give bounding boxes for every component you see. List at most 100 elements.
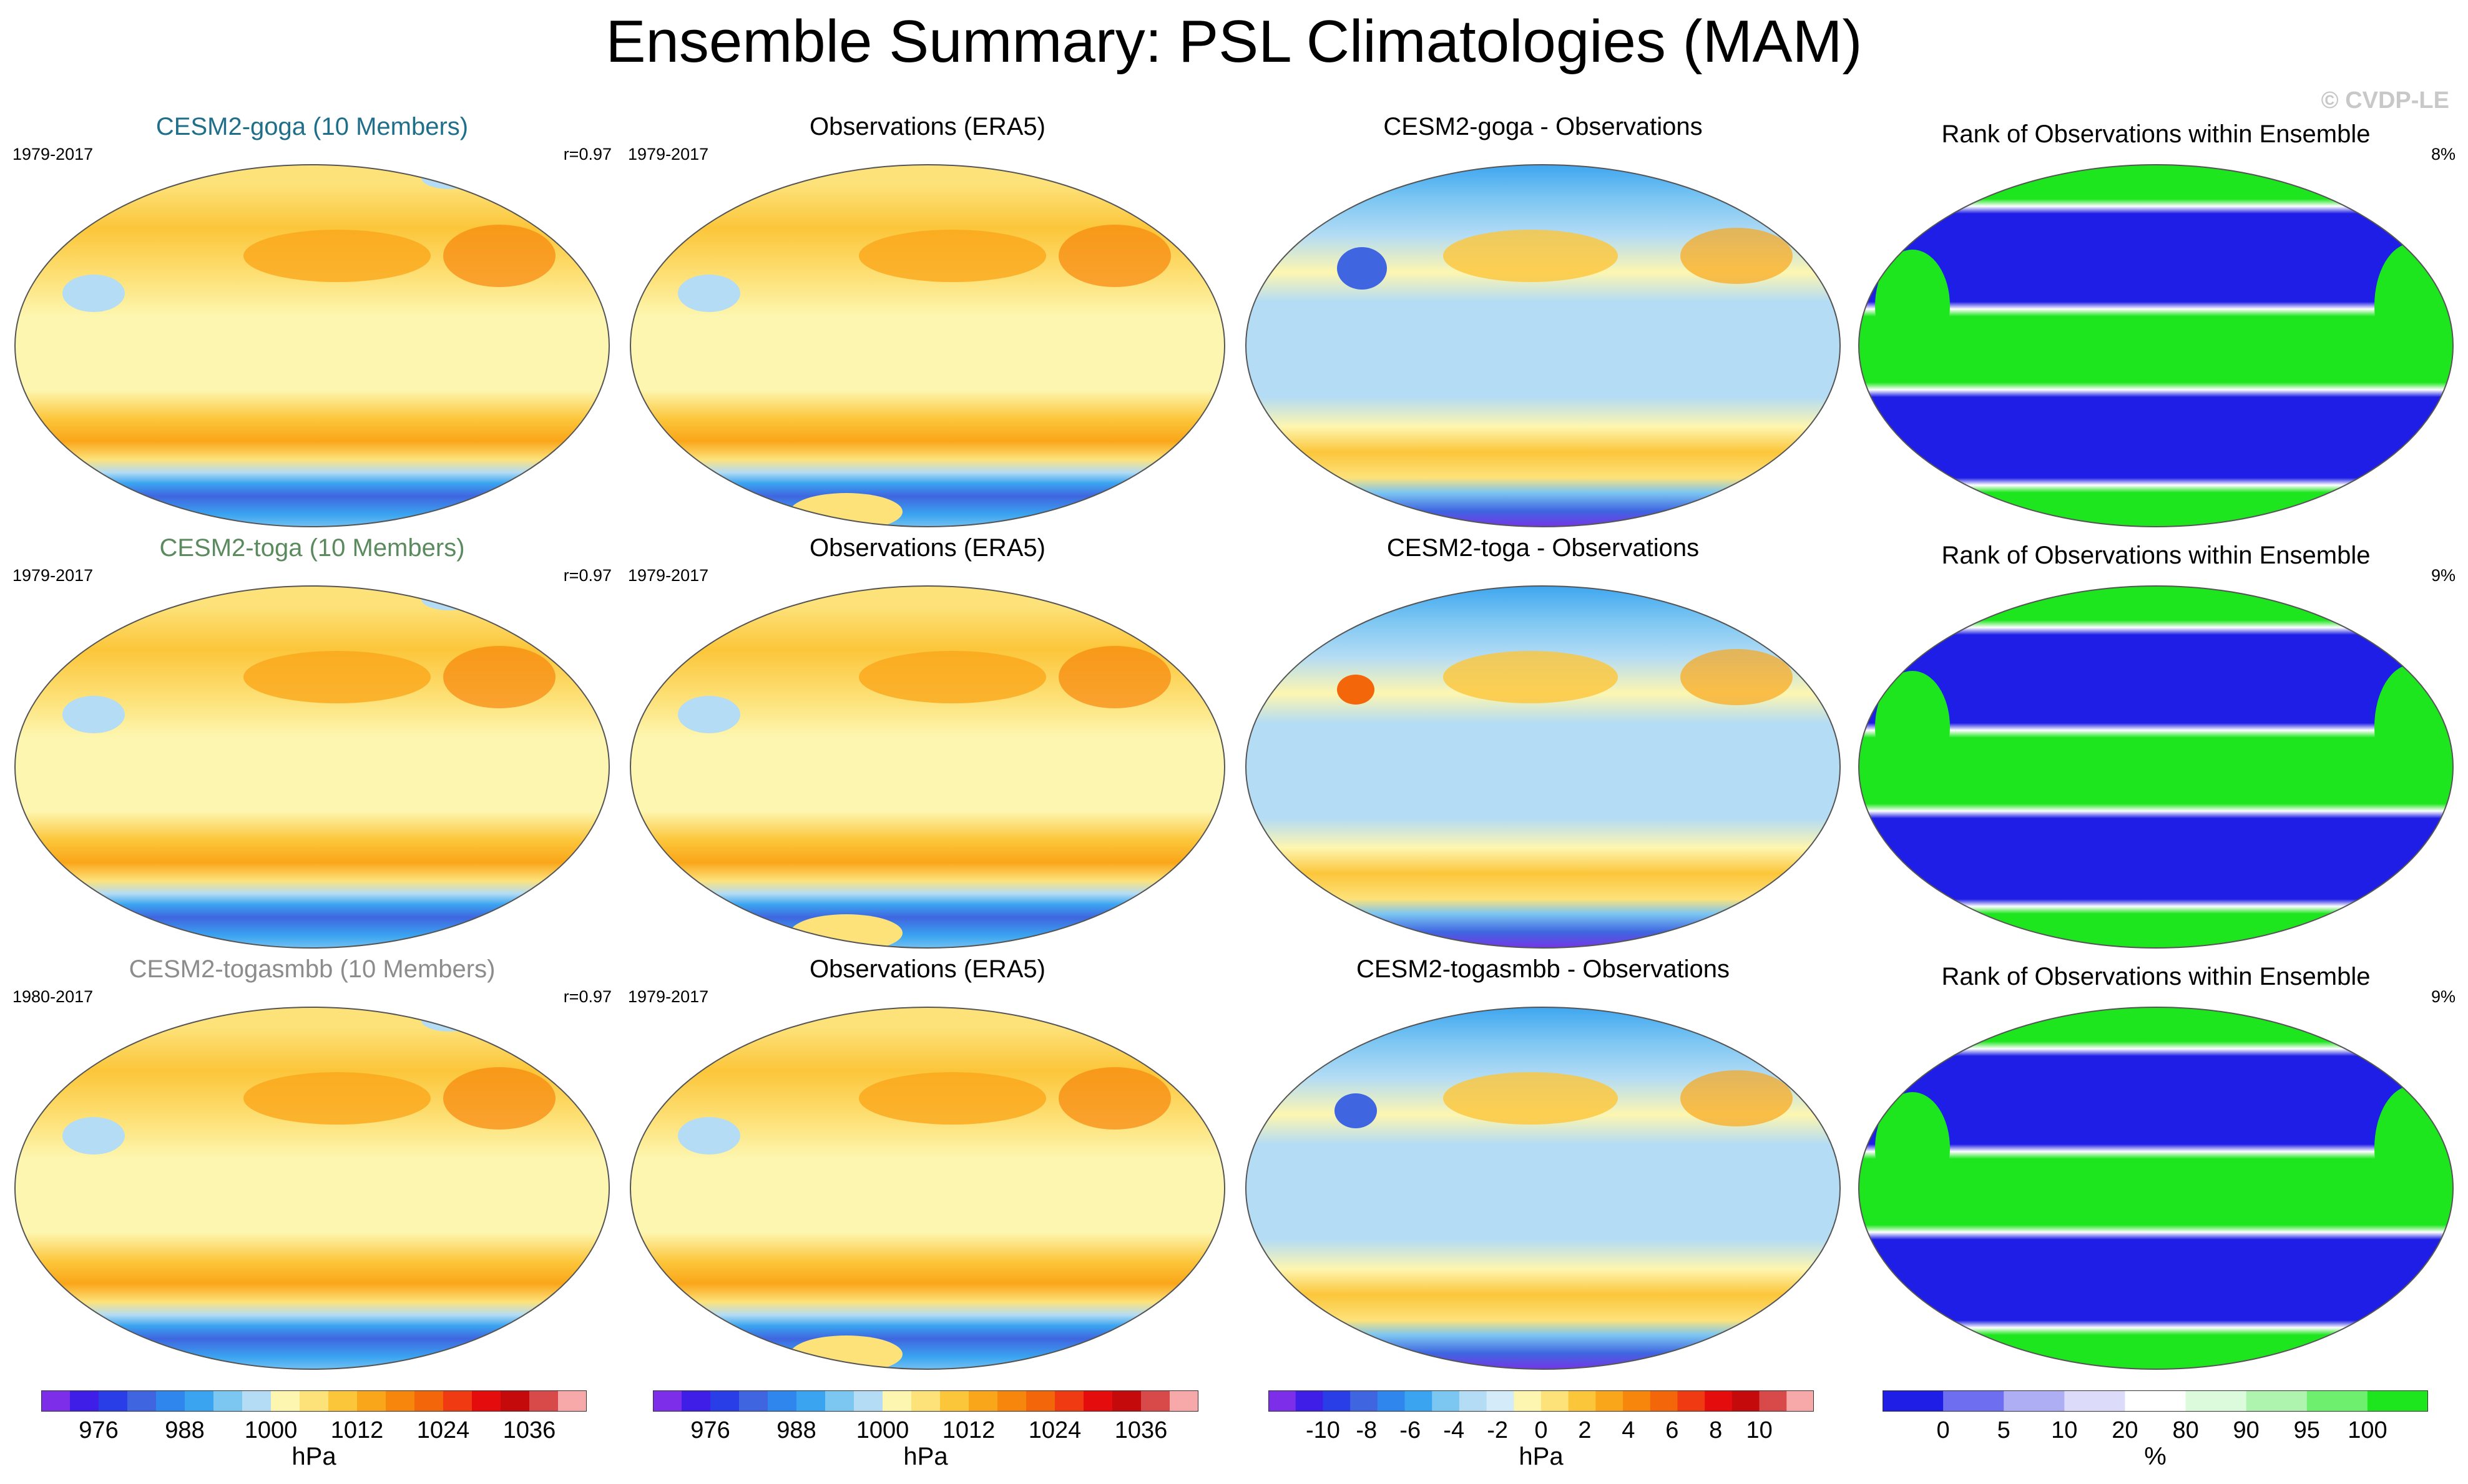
colorbar-swatch: [386, 1390, 415, 1412]
period-label: 1979-2017: [628, 145, 709, 164]
colorbar-swatch: [1541, 1390, 1569, 1412]
colorbar-tick-label: 1036: [503, 1417, 556, 1442]
panel-model-row2: CESM2-toga (10 Members) 1979-2017 r=0.97: [12, 534, 612, 952]
period-label: 1979-2017: [628, 987, 709, 1006]
colorbar-swatch: [2064, 1390, 2126, 1412]
colorbar-swatch: [1943, 1390, 2004, 1412]
psl-map: [630, 1007, 1225, 1370]
colorbar-swatch: [1377, 1390, 1406, 1412]
colorbar-swatch: [997, 1390, 1027, 1412]
colorbar-tick-label: 6: [1665, 1417, 1678, 1442]
panel-rank-row3: Rank of Observations within Ensemble 9%: [1856, 955, 2456, 1373]
colorbar-swatch: [1404, 1390, 1432, 1412]
period-label: 1979-2017: [12, 145, 94, 164]
colorbar-tick-label: -2: [1487, 1417, 1508, 1442]
colorbar-outline: [653, 1390, 1198, 1412]
panel-model-row1: CESM2-goga (10 Members) 1979-2017 r=0.97: [12, 112, 612, 530]
colorbar-swatch: [768, 1390, 797, 1412]
colorbar-tick-label: 988: [776, 1417, 816, 1442]
panel-obs-row1: Observations (ERA5) 1979-2017: [628, 112, 1227, 530]
colorbar-swatch: [70, 1390, 99, 1412]
pattern-correlation: r=0.97: [563, 987, 612, 1006]
pattern-correlation: r=0.97: [563, 145, 612, 164]
colorbar-swatch: [1459, 1390, 1487, 1412]
panel-title: CESM2-goga (10 Members): [155, 113, 469, 140]
colorbar-swatch: [653, 1390, 682, 1412]
panel-title: Observations (ERA5): [810, 955, 1045, 983]
psl-map: [14, 1007, 610, 1370]
panel-title: CESM2-toga - Observations: [1386, 534, 1700, 562]
rank-percent: 8%: [2431, 145, 2456, 164]
psl-diff-map: [1245, 164, 1841, 527]
panel-diff-row3: CESM2-togasmbb - Observations: [1243, 955, 1843, 1373]
colorbar-tick-label: 10: [2051, 1417, 2077, 1442]
psl-map: [14, 164, 610, 527]
panel-title: CESM2-goga - Observations: [1383, 113, 1703, 140]
colorbar-tick-label: 8: [1709, 1417, 1722, 1442]
panel-rank-row1: Rank of Observations within Ensemble 8%: [1856, 112, 2456, 530]
colorbar-swatch: [242, 1390, 272, 1412]
colorbar-tick-label: 0: [1937, 1417, 1950, 1442]
colorbar-tick-label: 2: [1578, 1417, 1591, 1442]
colorbar-swatch: [1486, 1390, 1514, 1412]
colorbar-tick-label: 976: [690, 1417, 730, 1442]
colorbar-swatch: [2125, 1390, 2186, 1412]
colorbar-swatch: [1112, 1390, 1142, 1412]
panel-title: Observations (ERA5): [810, 534, 1045, 562]
watermark: © CVDP-LE: [2321, 87, 2449, 114]
colorbar-swatch: [2246, 1390, 2308, 1412]
psl-diff-map: [1245, 1007, 1841, 1370]
colorbar-tick-label: -6: [1399, 1417, 1421, 1442]
colorbar-tick-label: 976: [79, 1417, 118, 1442]
colorbar-outline: [1883, 1390, 2428, 1412]
colorbar-swatch: [300, 1390, 329, 1412]
colorbar-svg: -10 -8 -6 -4 -2 0 2 4 6 8 10: [1268, 1390, 1814, 1442]
colorbar-swatch: [1595, 1390, 1623, 1412]
colorbar-units: %: [2144, 1443, 2167, 1470]
colorbar-svg: 0 5 10 20 80 90 95 100: [1883, 1390, 2428, 1442]
colorbar-swatch: [1677, 1390, 1705, 1412]
colorbar-tick-label: 1024: [1029, 1417, 1082, 1442]
colorbar-tick-label: 90: [2233, 1417, 2260, 1442]
colorbar-swatch: [1295, 1390, 1323, 1412]
panel-obs-row3: Observations (ERA5) 1979-2017: [628, 955, 1227, 1373]
panel-model-row3: CESM2-togasmbb (10 Members) 1980-2017 r=…: [12, 955, 612, 1373]
colorbar-swatch: [529, 1390, 559, 1412]
period-label: 1979-2017: [12, 566, 94, 585]
colorbar-swatch: [1786, 1390, 1814, 1412]
colorbar-swatch: [127, 1390, 157, 1412]
colorbar-units: hPa: [1519, 1443, 1564, 1470]
panel-title: CESM2-togasmbb - Observations: [1356, 955, 1730, 983]
colorbar-swatch: [796, 1390, 826, 1412]
colorbar-swatch: [825, 1390, 854, 1412]
colorbar-units: hPa: [903, 1443, 948, 1470]
colorbar-swatch: [1350, 1390, 1378, 1412]
colorbar-tick-label: -4: [1443, 1417, 1464, 1442]
colorbar-tick-label: 100: [2348, 1417, 2387, 1442]
colorbar-swatch: [156, 1390, 185, 1412]
colorbar-swatch: [682, 1390, 711, 1412]
colorbar-tick-label: 5: [1997, 1417, 2010, 1442]
colorbar-swatch: [1883, 1390, 1944, 1412]
colorbar-svg: 976 988 1000 1012 1024 1036: [41, 1390, 587, 1442]
colorbar-tick-label: 1000: [245, 1417, 298, 1442]
panel-title: Observations (ERA5): [810, 113, 1045, 140]
period-label: 1980-2017: [12, 987, 94, 1006]
colorbar-swatch: [1705, 1390, 1733, 1412]
colorbar-tick-label: 1012: [331, 1417, 384, 1442]
psl-diff-map: [1245, 585, 1841, 949]
colorbar-tick-label: 4: [1622, 1417, 1635, 1442]
colorbar-swatch: [969, 1390, 998, 1412]
colorbar-tick-label: 1000: [856, 1417, 909, 1442]
panel-title: CESM2-togasmbb (10 Members): [129, 955, 496, 983]
colorbar-swatch: [1268, 1390, 1296, 1412]
panel-title: Rank of Observations within Ensemble: [1941, 963, 2371, 990]
colorbar-swatch: [2367, 1390, 2428, 1412]
colorbar-swatch: [1323, 1390, 1351, 1412]
colorbar-swatch: [443, 1390, 473, 1412]
colorbar-swatch: [41, 1390, 71, 1412]
colorbar-swatch: [1759, 1390, 1787, 1412]
colorbar-tick-label: 20: [2112, 1417, 2138, 1442]
colorbar-swatch: [1514, 1390, 1542, 1412]
colorbar-diff: -10 -8 -6 -4 -2 0 2 4 6 8 10 hPa: [1268, 1390, 1814, 1470]
